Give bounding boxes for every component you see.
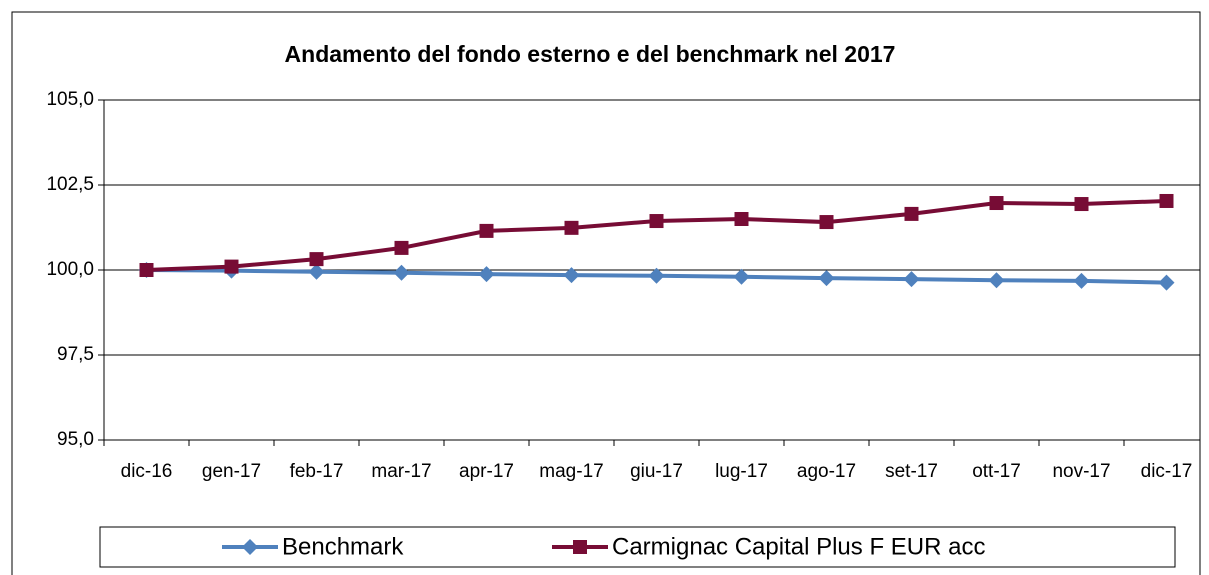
y-tick-label: 102,5 xyxy=(46,174,94,195)
data-point xyxy=(1159,193,1174,208)
data-point xyxy=(139,263,154,277)
x-tick-label: gen-17 xyxy=(202,461,261,482)
x-tick-label: ott-17 xyxy=(972,461,1021,482)
x-tick-label: apr-17 xyxy=(459,461,514,482)
data-point xyxy=(903,271,920,288)
data-point xyxy=(818,270,835,287)
data-point xyxy=(1158,274,1175,291)
data-point xyxy=(733,268,750,285)
data-point xyxy=(393,264,410,281)
data-point xyxy=(904,206,919,221)
legend-label: Carmignac Capital Plus F EUR acc xyxy=(612,533,985,560)
chart-title: Andamento del fondo esterno e del benchm… xyxy=(285,41,896,67)
data-point xyxy=(988,272,1005,289)
data-point xyxy=(648,267,665,284)
data-point xyxy=(309,252,324,267)
x-tick-label: ago-17 xyxy=(797,461,856,482)
x-tick-label: dic-16 xyxy=(121,461,173,482)
data-point xyxy=(649,214,664,229)
legend-label: Benchmark xyxy=(282,533,404,560)
y-tick-label: 100,0 xyxy=(46,259,94,280)
x-tick-label: feb-17 xyxy=(290,461,344,482)
x-tick-label: giu-17 xyxy=(630,461,683,482)
data-point xyxy=(308,263,325,280)
data-point xyxy=(479,223,494,238)
y-tick-label: 97,5 xyxy=(57,344,94,365)
data-point xyxy=(734,212,749,226)
data-point xyxy=(989,196,1004,211)
data-point xyxy=(1074,197,1089,212)
x-tick-label: lug-17 xyxy=(715,461,768,482)
x-tick-label: mar-17 xyxy=(371,461,431,482)
x-tick-label: dic-17 xyxy=(1141,461,1193,482)
data-point xyxy=(478,266,495,283)
legend-marker xyxy=(573,540,587,554)
data-point xyxy=(564,220,579,235)
legend-box xyxy=(99,526,1176,568)
data-point xyxy=(1073,272,1090,289)
data-point xyxy=(394,240,409,255)
x-tick-label: nov-17 xyxy=(1052,461,1110,482)
x-tick-label: set-17 xyxy=(885,461,938,482)
series-line xyxy=(146,198,1167,272)
data-point xyxy=(224,259,239,274)
x-tick-label: mag-17 xyxy=(539,461,603,482)
chart-border xyxy=(11,11,1201,575)
data-point xyxy=(819,215,834,230)
data-point xyxy=(563,267,580,284)
legend-marker xyxy=(242,539,258,555)
y-tick-label: 105,0 xyxy=(46,89,94,110)
y-tick-label: 95,0 xyxy=(57,429,94,450)
